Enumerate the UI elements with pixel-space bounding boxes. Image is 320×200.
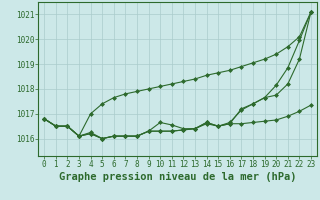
X-axis label: Graphe pression niveau de la mer (hPa): Graphe pression niveau de la mer (hPa) — [59, 172, 296, 182]
